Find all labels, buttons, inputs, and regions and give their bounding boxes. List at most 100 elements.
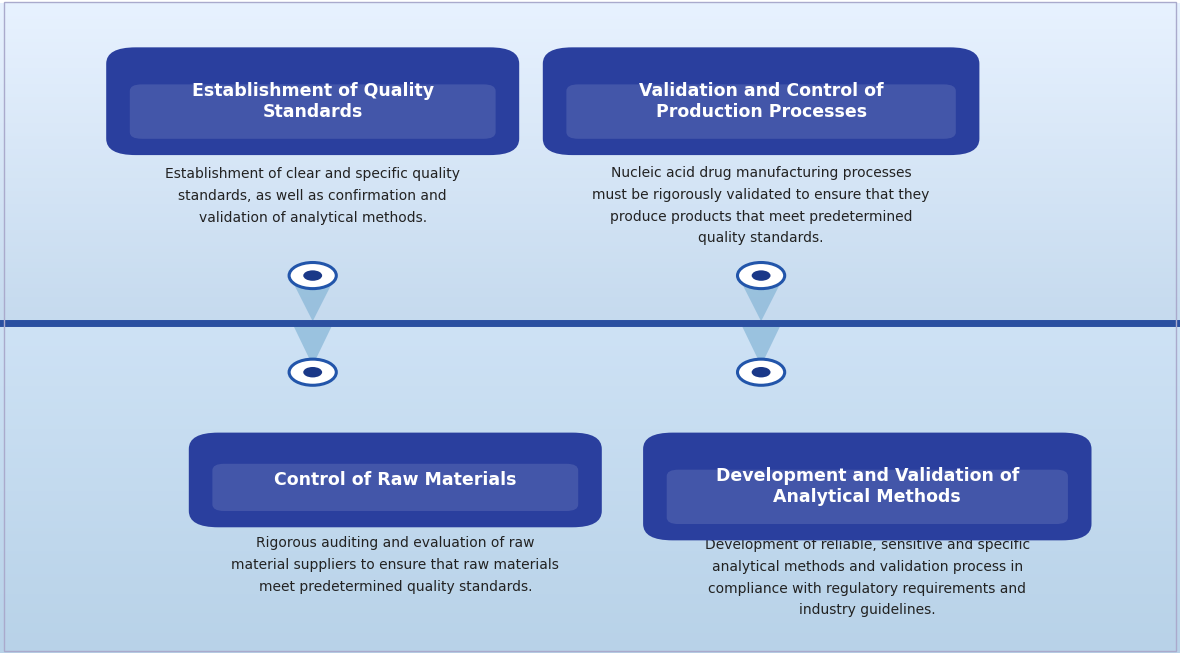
Bar [0, 313, 1180, 317]
Bar [0, 148, 1180, 152]
Bar [0, 375, 1180, 379]
Bar [0, 22, 1180, 26]
Circle shape [738, 263, 785, 289]
Bar [0, 474, 1180, 478]
Bar [0, 514, 1180, 518]
Bar [0, 385, 1180, 389]
Text: Nucleic acid drug manufacturing processes
must be rigorously validated to ensure: Nucleic acid drug manufacturing processe… [592, 166, 930, 246]
Bar [0, 547, 1180, 550]
Bar [0, 494, 1180, 498]
Bar [0, 229, 1180, 232]
Bar [0, 151, 1180, 155]
Bar [0, 41, 1180, 45]
Bar [0, 258, 1180, 262]
Bar [0, 109, 1180, 113]
Text: Rigorous auditing and evaluation of raw
material suppliers to ensure that raw ma: Rigorous auditing and evaluation of raw … [231, 536, 559, 594]
Bar [0, 448, 1180, 452]
Bar [0, 180, 1180, 184]
Bar [0, 116, 1180, 119]
FancyBboxPatch shape [566, 84, 956, 139]
Bar [0, 382, 1180, 386]
Bar [0, 281, 1180, 285]
Bar [0, 67, 1180, 71]
Bar [0, 278, 1180, 281]
Bar [0, 238, 1180, 242]
Bar [0, 284, 1180, 288]
Bar [0, 99, 1180, 103]
Bar [0, 411, 1180, 415]
Bar [0, 90, 1180, 94]
Bar [0, 580, 1180, 584]
Bar [0, 203, 1180, 207]
Bar [0, 432, 1180, 436]
Bar [0, 441, 1180, 445]
Bar [0, 402, 1180, 406]
Bar [0, 71, 1180, 74]
Bar [0, 504, 1180, 508]
Bar [0, 271, 1180, 275]
Bar [0, 636, 1180, 640]
Bar [0, 74, 1180, 78]
Bar [0, 408, 1180, 412]
Bar [0, 554, 1180, 558]
Bar [0, 590, 1180, 594]
Bar [0, 145, 1180, 149]
Polygon shape [742, 326, 780, 366]
Bar [0, 596, 1180, 600]
Text: Establishment of clear and specific quality
standards, as well as confirmation a: Establishment of clear and specific qual… [165, 167, 460, 225]
Bar [0, 395, 1180, 399]
Bar [0, 603, 1180, 607]
Bar [0, 64, 1180, 68]
Bar [0, 550, 1180, 554]
Bar [0, 235, 1180, 239]
Bar [0, 332, 1180, 336]
Bar [0, 491, 1180, 495]
Bar [0, 643, 1180, 646]
Bar [0, 484, 1180, 488]
Bar [0, 112, 1180, 116]
Polygon shape [294, 284, 332, 321]
Bar [0, 428, 1180, 432]
Bar [0, 534, 1180, 537]
Bar [0, 132, 1180, 136]
Bar [0, 507, 1180, 511]
Bar [0, 349, 1180, 353]
FancyBboxPatch shape [667, 470, 1068, 524]
Bar [0, 161, 1180, 165]
Bar [0, 122, 1180, 126]
Bar [0, 623, 1180, 627]
Bar [0, 142, 1180, 146]
Bar [0, 16, 1180, 20]
Polygon shape [294, 326, 332, 366]
Bar [0, 210, 1180, 214]
Bar [0, 336, 1180, 340]
FancyBboxPatch shape [543, 47, 979, 155]
Bar [0, 19, 1180, 23]
Bar [0, 530, 1180, 534]
Bar [0, 38, 1180, 42]
Bar [0, 629, 1180, 633]
Bar [0, 366, 1180, 370]
Bar [0, 274, 1180, 278]
Bar [0, 61, 1180, 65]
Bar [0, 379, 1180, 383]
Bar [0, 80, 1180, 84]
Bar [0, 564, 1180, 567]
Bar [0, 190, 1180, 194]
Bar [0, 498, 1180, 502]
FancyBboxPatch shape [106, 47, 519, 155]
Circle shape [303, 367, 322, 377]
Circle shape [738, 359, 785, 385]
Bar [0, 251, 1180, 255]
Bar [0, 593, 1180, 597]
Bar [0, 398, 1180, 402]
Bar [0, 213, 1180, 217]
Bar [0, 303, 1180, 307]
FancyBboxPatch shape [130, 84, 496, 139]
Bar [0, 567, 1180, 571]
Bar [0, 537, 1180, 541]
Circle shape [752, 270, 771, 281]
Bar [0, 543, 1180, 547]
Bar [0, 300, 1180, 304]
Bar [0, 619, 1180, 623]
